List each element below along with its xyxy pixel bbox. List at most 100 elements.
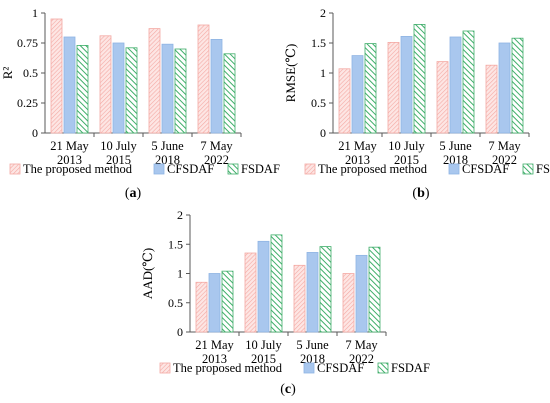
x-tick-label: 2018 [300, 352, 325, 366]
y-tick-label: 2 [177, 208, 183, 222]
legend-swatch [448, 163, 460, 175]
bar-c-s1-c0 [208, 273, 221, 333]
legend-label: The proposed method [318, 162, 428, 176]
legend-label: CFSDAF [462, 162, 509, 176]
y-tick-label: 0 [32, 126, 38, 140]
bar-b-s2-c2 [462, 30, 475, 134]
legend-label: The proposed method [23, 162, 133, 176]
y-tick-label: 0.5 [311, 96, 326, 110]
x-tick-label: 2015 [394, 153, 419, 167]
bar-a-s0-c0 [50, 18, 63, 134]
x-tick-label: 21 May [195, 338, 234, 352]
y-tick-label: 0.25 [17, 96, 38, 110]
bar-c-s1-c1 [257, 240, 270, 333]
bar-b-s1-c1 [400, 36, 413, 134]
x-tick-label: 2013 [202, 352, 227, 366]
x-tick-label: 5 June [151, 139, 184, 153]
x-tick-label: 2022 [492, 153, 517, 167]
bar-b-s0-c2 [436, 61, 449, 134]
bar-c-s2-c1 [270, 234, 283, 333]
bar-a-s1-c1 [112, 42, 125, 134]
legend-swatch [377, 362, 389, 374]
y-tick-label: 1.5 [168, 237, 183, 251]
panel-label: (c) [280, 382, 296, 397]
x-tick-label: 2022 [349, 352, 374, 366]
bar-a-s1-c2 [161, 43, 174, 134]
bar-a-s2-c3 [223, 53, 236, 134]
legend: The proposed method CFSDAF FSDAF [159, 361, 430, 375]
bar-c-s0-c1 [244, 252, 257, 333]
bar-b-s0-c1 [387, 42, 400, 134]
legend-swatch [153, 163, 165, 175]
y-tick-label: 1.5 [311, 36, 326, 50]
bar-b-s1-c3 [498, 42, 511, 134]
x-tick-label: 7 May [345, 338, 378, 352]
bar-c-s0-c0 [195, 281, 208, 333]
x-tick-label: 2013 [57, 153, 82, 167]
y-tick-label: 0 [177, 325, 183, 339]
bar-b-s1-c2 [449, 36, 462, 134]
bar-a-s1-c3 [210, 39, 223, 134]
bar-a-s1-c0 [63, 36, 76, 134]
y-tick-label: 0 [320, 126, 326, 140]
bar-b-s1-c0 [351, 55, 364, 134]
y-tick-label: 0.75 [17, 36, 38, 50]
y-tick-label: 1 [320, 66, 326, 80]
legend-swatch [159, 362, 171, 374]
bar-b-s0-c0 [338, 68, 351, 134]
x-tick-label: 21 May [50, 139, 89, 153]
x-tick-label: 7 May [200, 139, 233, 153]
bar-c-s1-c3 [355, 254, 368, 333]
x-tick-label: 2015 [106, 153, 131, 167]
x-tick-label: 5 June [439, 139, 472, 153]
bar-a-s0-c3 [197, 24, 210, 134]
y-tick-label: 1 [177, 267, 183, 281]
x-tick-label: 2018 [155, 153, 180, 167]
legend-swatch [9, 163, 21, 175]
y-axis-label: RMSE(℃) [283, 44, 298, 103]
legend-swatch [522, 163, 534, 175]
y-tick-label: 2 [320, 6, 326, 20]
x-tick-label: 10 July [245, 338, 282, 352]
y-axis-label: R² [0, 67, 15, 80]
bar-a-s2-c0 [76, 45, 89, 134]
legend-label: CFSDAF [167, 162, 214, 176]
legend-label: The proposed method [173, 361, 283, 375]
x-tick-label: 5 June [296, 338, 329, 352]
x-tick-label: 10 July [100, 139, 137, 153]
bar-a-s2-c2 [174, 48, 187, 134]
x-tick-label: 21 May [338, 139, 377, 153]
legend: The proposed method CFSDAF FSDAF [9, 162, 280, 176]
bar-c-s0-c3 [342, 273, 355, 333]
bar-c-s2-c3 [368, 246, 381, 333]
x-tick-label: 10 July [388, 139, 425, 153]
y-tick-label: 0.5 [168, 296, 183, 310]
bar-b-s2-c3 [511, 37, 524, 134]
legend-swatch [303, 362, 315, 374]
y-tick-label: 0.5 [23, 66, 38, 80]
x-tick-label: 7 May [488, 139, 521, 153]
x-tick-label: 2022 [204, 153, 229, 167]
legend-label: CFSDAF [317, 361, 364, 375]
y-tick-label: 1 [32, 6, 38, 20]
legend-swatch [304, 163, 316, 175]
bar-a-s0-c1 [99, 35, 112, 134]
legend-label: FSDAF [391, 361, 430, 375]
bar-a-s2-c1 [125, 47, 138, 134]
bar-b-s0-c3 [485, 64, 498, 134]
x-tick-label: 2015 [251, 352, 276, 366]
bar-c-s2-c0 [221, 270, 234, 333]
bar-b-s2-c0 [364, 43, 377, 134]
panel-label: (b) [412, 186, 429, 201]
bar-a-s0-c2 [148, 28, 161, 134]
legend: The proposed method CFSDAF FSDAF [304, 162, 550, 176]
legend-label: FSDAF [241, 162, 280, 176]
bar-b-s2-c1 [413, 23, 426, 134]
x-tick-label: 2013 [345, 153, 370, 167]
bar-c-s2-c2 [319, 246, 332, 333]
legend-label: FSDAF [536, 162, 550, 176]
